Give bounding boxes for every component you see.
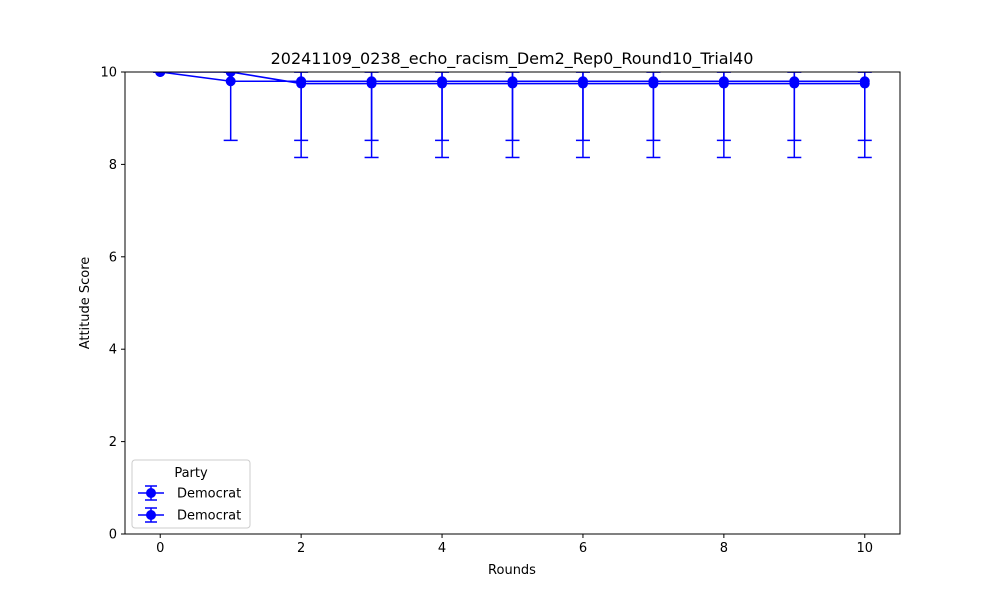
legend-label: Democrat: [177, 487, 241, 502]
y-tick-label: 4: [109, 343, 117, 358]
x-tick-label: 0: [156, 541, 164, 556]
legend-entries: Democrat Democrat: [138, 485, 241, 524]
data-point: [296, 78, 307, 89]
legend-entry: Democrat: [138, 485, 241, 502]
data-point: [648, 78, 659, 89]
x-tick-label: 2: [297, 541, 305, 556]
data-point: [507, 78, 518, 89]
x-tick-label: 6: [579, 541, 587, 556]
data-point: [225, 72, 236, 77]
chart-title: 20241109_0238_echo_racism_Dem2_Rep0_Roun…: [271, 49, 754, 69]
y-tick-label: 8: [109, 158, 117, 173]
tick-layer: 0 2 4 6 8 10 0 2 4 6 8 10: [100, 66, 873, 557]
y-tick-label: 0: [109, 528, 117, 543]
series-layer: [153, 72, 872, 159]
data-point: [577, 78, 588, 89]
data-point: [155, 72, 166, 77]
data-point: [437, 78, 448, 89]
data-point: [366, 78, 377, 89]
y-tick-label: 2: [109, 435, 117, 450]
x-axis-label: Rounds: [488, 563, 536, 578]
legend-label: Democrat: [177, 509, 241, 524]
data-point: [859, 78, 870, 89]
series-2: [153, 72, 872, 159]
legend-marker: [146, 488, 156, 498]
legend: Party Democrat Democrat: [131, 459, 251, 529]
y-axis-label: Attitude Score: [78, 257, 93, 350]
plot-frame: [124, 71, 901, 535]
legend-marker: [146, 510, 156, 520]
x-tick-label: 10: [856, 541, 873, 556]
x-tick-label: 4: [438, 541, 446, 556]
data-point: [225, 76, 236, 87]
legend-box: [131, 459, 251, 529]
legend-title: Party: [174, 466, 208, 481]
y-tick-label: 6: [109, 250, 117, 265]
data-point: [718, 78, 729, 89]
x-tick-label: 8: [720, 541, 728, 556]
data-point: [789, 78, 800, 89]
y-tick-label: 10: [100, 66, 117, 81]
legend-entry: Democrat: [138, 507, 241, 524]
